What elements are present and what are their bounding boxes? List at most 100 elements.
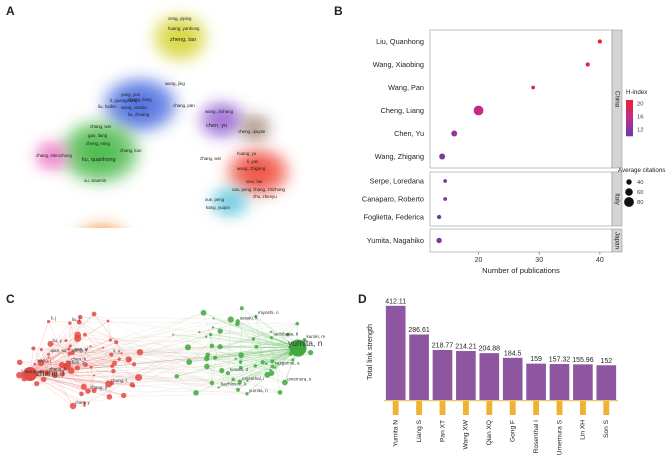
network-edge (50, 343, 115, 364)
network-node-red (74, 365, 80, 371)
category-label: Son S (603, 419, 610, 438)
network-node-label: umemura, s (287, 376, 312, 381)
panel-b: B China Italy Japan Liu, Quanhong Wang, Xia… (330, 0, 672, 290)
network-node-label: tachibana, k (273, 332, 298, 337)
network-edge (29, 353, 122, 375)
cluster-label: xu, xiaomin (84, 178, 107, 183)
facet-strip-label: Italy (613, 193, 620, 205)
network-edge (62, 336, 207, 375)
network-node-red (44, 370, 50, 376)
cluster-label: zhu, zhenyu (253, 194, 277, 199)
network-node-red (112, 360, 118, 366)
network-edge (41, 349, 263, 363)
panel-c: C wang, j pan, xt zhang, l qian, xq liu, y li… (0, 290, 336, 456)
network-node-green (254, 314, 258, 318)
colorbar-tick-label: 16 (637, 115, 643, 121)
network-node-label: wang, x (25, 369, 42, 374)
network-edge (42, 313, 95, 372)
network-node-red (47, 356, 50, 359)
network-edge (221, 347, 299, 371)
bar-strip (462, 401, 469, 415)
data-point (439, 153, 446, 160)
network-edge (40, 358, 120, 363)
scatter-facets: China Italy Japan (429, 29, 623, 253)
network-node-red (51, 371, 58, 379)
network-node-green (231, 377, 235, 382)
cluster-label: gao, liang (88, 133, 108, 138)
scatter-points (436, 39, 603, 244)
network-edge (70, 345, 228, 374)
network-node-green (174, 374, 179, 379)
network-node-green (184, 344, 192, 351)
colorbar-segment (626, 108, 633, 111)
network-edge (237, 347, 299, 390)
colorbar-segment (626, 130, 633, 133)
network-node-green (264, 371, 271, 378)
scatter-author-labels: Liu, Quanhong Wang, Xiaobing Wang, Pan Chen… (362, 37, 425, 245)
network-edge (84, 374, 268, 403)
network-edge (187, 347, 299, 349)
network-node-green (253, 364, 258, 368)
bar-strip (486, 401, 493, 415)
network-node-green (225, 370, 231, 376)
network-node-green (238, 360, 243, 364)
network-edge (71, 370, 110, 397)
colorbar-segment (626, 122, 633, 125)
author-label: Yumita, Nagahiko (367, 236, 424, 245)
network-node-label: sasaki, k (240, 315, 259, 320)
cluster-label: li, guangxiang (110, 98, 138, 103)
bar-strip (439, 401, 446, 415)
network-node-label: li, x (21, 369, 29, 374)
panel-a-label: A (6, 4, 15, 18)
panel-d: D 412.11 286.61 218.77 214.21 204.88 184.5 159… (336, 290, 672, 456)
cluster-label: liu, haibin (98, 104, 117, 109)
network-edge (50, 338, 78, 345)
network-node-red (82, 332, 87, 337)
network-node-label: hachimine, k (221, 381, 247, 386)
network-hub-red (23, 367, 37, 381)
publication-scatter-chart: China Italy Japan Liu, Quanhong Wang, Xiaob… (362, 29, 665, 275)
network-edge (69, 323, 238, 363)
network-edge (212, 327, 299, 349)
cluster-label: huang, yanhong (168, 26, 200, 31)
cluster-core (209, 110, 235, 130)
network-edge (132, 354, 208, 385)
network-node-red (106, 394, 113, 400)
network-node-red (47, 340, 54, 347)
network-edge (79, 322, 298, 324)
cluster-core (220, 194, 240, 210)
network-edge (206, 358, 271, 371)
network-edge (237, 321, 272, 338)
data-point (473, 105, 484, 116)
network-node-green (282, 379, 288, 386)
bar-value-label: 152 (600, 358, 612, 365)
network-edge (240, 347, 299, 368)
network-node-red (67, 347, 71, 351)
category-label: Pan XT (439, 420, 446, 442)
network-node-red (76, 319, 82, 325)
bar-axis: Yumita N Liang S Pan XT Wang XW Qian XQ Gong … (365, 324, 618, 455)
author-label: Liu, Quanhong (376, 37, 424, 46)
x-tick-label: 40 (596, 257, 604, 264)
author-label: Wang, Zhigang (375, 152, 424, 161)
panel-a: A zeng, yiping huang, yanhong zheng, tao wa… (0, 0, 330, 228)
bar (479, 353, 500, 400)
network-node-green (291, 358, 295, 362)
network-edge (67, 349, 70, 363)
network-edge (46, 372, 285, 383)
network-edge (237, 321, 299, 349)
network-node-red (120, 352, 123, 355)
network-node-label: chen, z (69, 360, 85, 365)
network-edge (176, 347, 299, 377)
network-node-green (209, 332, 213, 337)
network-node-green (254, 344, 259, 349)
network-node-red (108, 338, 113, 342)
data-point (531, 85, 536, 90)
hindex-legend-title: H-index (626, 89, 648, 96)
size-legend-title: Average citations (618, 167, 665, 174)
network-node-green (217, 386, 220, 389)
network-edge (138, 319, 231, 378)
network-node-green (295, 321, 300, 326)
network-node-red (117, 357, 121, 361)
network-node-red (128, 358, 132, 361)
